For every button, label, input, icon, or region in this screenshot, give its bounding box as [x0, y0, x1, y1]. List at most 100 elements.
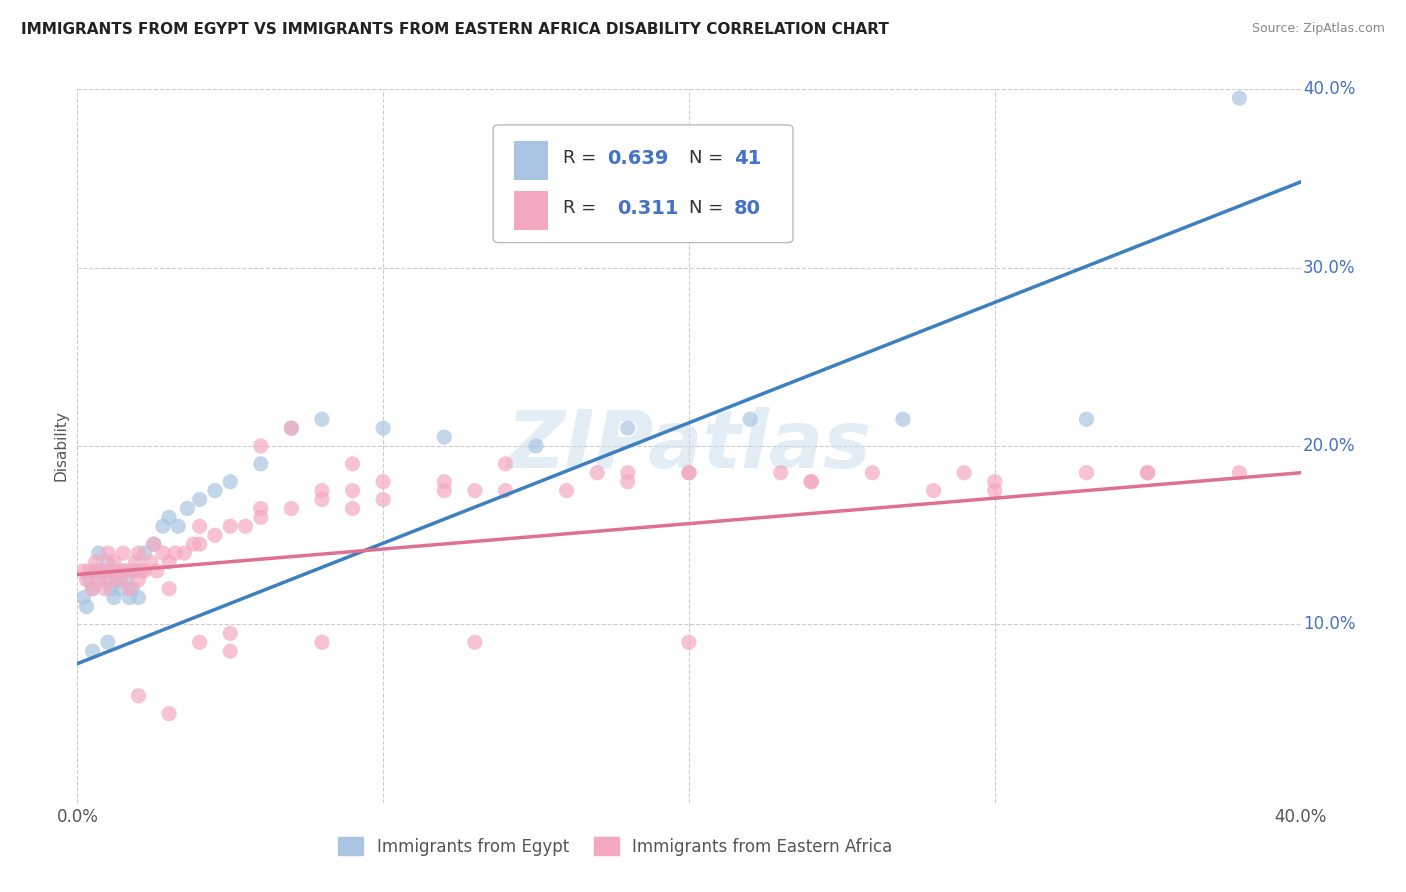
Point: [219, 644, 242, 658]
Point: [800, 475, 823, 489]
Point: [311, 483, 333, 498]
Point: [1229, 466, 1251, 480]
Point: [134, 564, 156, 578]
Point: [108, 573, 131, 587]
Point: [105, 573, 128, 587]
Point: [678, 466, 700, 480]
Point: [139, 555, 162, 569]
Point: [87, 546, 110, 560]
Point: [586, 466, 609, 480]
Point: [371, 492, 394, 507]
Point: [121, 582, 143, 596]
Legend: Immigrants from Egypt, Immigrants from Eastern Africa: Immigrants from Egypt, Immigrants from E…: [332, 830, 900, 863]
Point: [800, 475, 823, 489]
Point: [157, 510, 180, 524]
Text: ZIPatlas: ZIPatlas: [506, 407, 872, 485]
Point: [183, 537, 205, 551]
Point: [165, 546, 187, 560]
Point: [1076, 412, 1098, 426]
Text: 0.639: 0.639: [607, 149, 668, 168]
Point: [112, 546, 135, 560]
Point: [678, 466, 700, 480]
Text: 40.0%: 40.0%: [1303, 80, 1355, 98]
Point: [1136, 466, 1159, 480]
Point: [152, 546, 174, 560]
Point: [127, 546, 149, 560]
Point: [219, 519, 242, 533]
Point: [108, 582, 131, 596]
Point: [97, 555, 120, 569]
Point: [146, 564, 169, 578]
Point: [1229, 91, 1251, 105]
Point: [121, 564, 143, 578]
Point: [311, 635, 333, 649]
Point: [433, 483, 456, 498]
Point: [79, 573, 101, 587]
Point: [152, 519, 174, 533]
Point: [678, 635, 700, 649]
Text: 30.0%: 30.0%: [1303, 259, 1355, 277]
Point: [100, 573, 122, 587]
Text: R =: R =: [562, 150, 602, 168]
Point: [97, 635, 120, 649]
Point: [142, 537, 165, 551]
Point: [204, 483, 226, 498]
Point: [87, 573, 110, 587]
FancyBboxPatch shape: [515, 191, 548, 230]
Point: [342, 483, 364, 498]
Text: IMMIGRANTS FROM EGYPT VS IMMIGRANTS FROM EASTERN AFRICA DISABILITY CORRELATION C: IMMIGRANTS FROM EGYPT VS IMMIGRANTS FROM…: [21, 22, 889, 37]
Point: [176, 501, 198, 516]
Point: [495, 483, 517, 498]
Text: N =: N =: [689, 200, 728, 218]
Point: [984, 475, 1007, 489]
Point: [250, 501, 273, 516]
Point: [188, 537, 211, 551]
Point: [235, 519, 257, 533]
Point: [76, 573, 98, 587]
Point: [617, 421, 640, 435]
Point: [188, 492, 211, 507]
Point: [157, 555, 180, 569]
Point: [464, 635, 486, 649]
Point: [371, 475, 394, 489]
Point: [115, 573, 138, 587]
Point: [464, 483, 486, 498]
Point: [82, 644, 104, 658]
Point: [97, 564, 120, 578]
Point: [1076, 466, 1098, 480]
Text: Source: ZipAtlas.com: Source: ZipAtlas.com: [1251, 22, 1385, 36]
Text: 20.0%: 20.0%: [1303, 437, 1355, 455]
Point: [90, 564, 112, 578]
Point: [311, 492, 333, 507]
Point: [280, 421, 302, 435]
Point: [953, 466, 976, 480]
Point: [124, 555, 146, 569]
Point: [103, 591, 125, 605]
Point: [433, 430, 456, 444]
Point: [280, 421, 302, 435]
Point: [84, 555, 107, 569]
Point: [79, 564, 101, 578]
Point: [862, 466, 884, 480]
Point: [740, 412, 762, 426]
Point: [891, 412, 914, 426]
Point: [1136, 466, 1159, 480]
Point: [617, 475, 640, 489]
Point: [72, 591, 94, 605]
Point: [118, 582, 141, 596]
Point: [188, 635, 211, 649]
Text: 0.311: 0.311: [617, 199, 678, 218]
Point: [94, 573, 117, 587]
Point: [495, 457, 517, 471]
Point: [124, 564, 146, 578]
Point: [219, 626, 242, 640]
Point: [250, 439, 273, 453]
Point: [100, 582, 122, 596]
Point: [524, 439, 547, 453]
Point: [72, 564, 94, 578]
Text: 10.0%: 10.0%: [1303, 615, 1355, 633]
Point: [127, 689, 149, 703]
Point: [371, 421, 394, 435]
Point: [250, 457, 273, 471]
Point: [112, 564, 135, 578]
